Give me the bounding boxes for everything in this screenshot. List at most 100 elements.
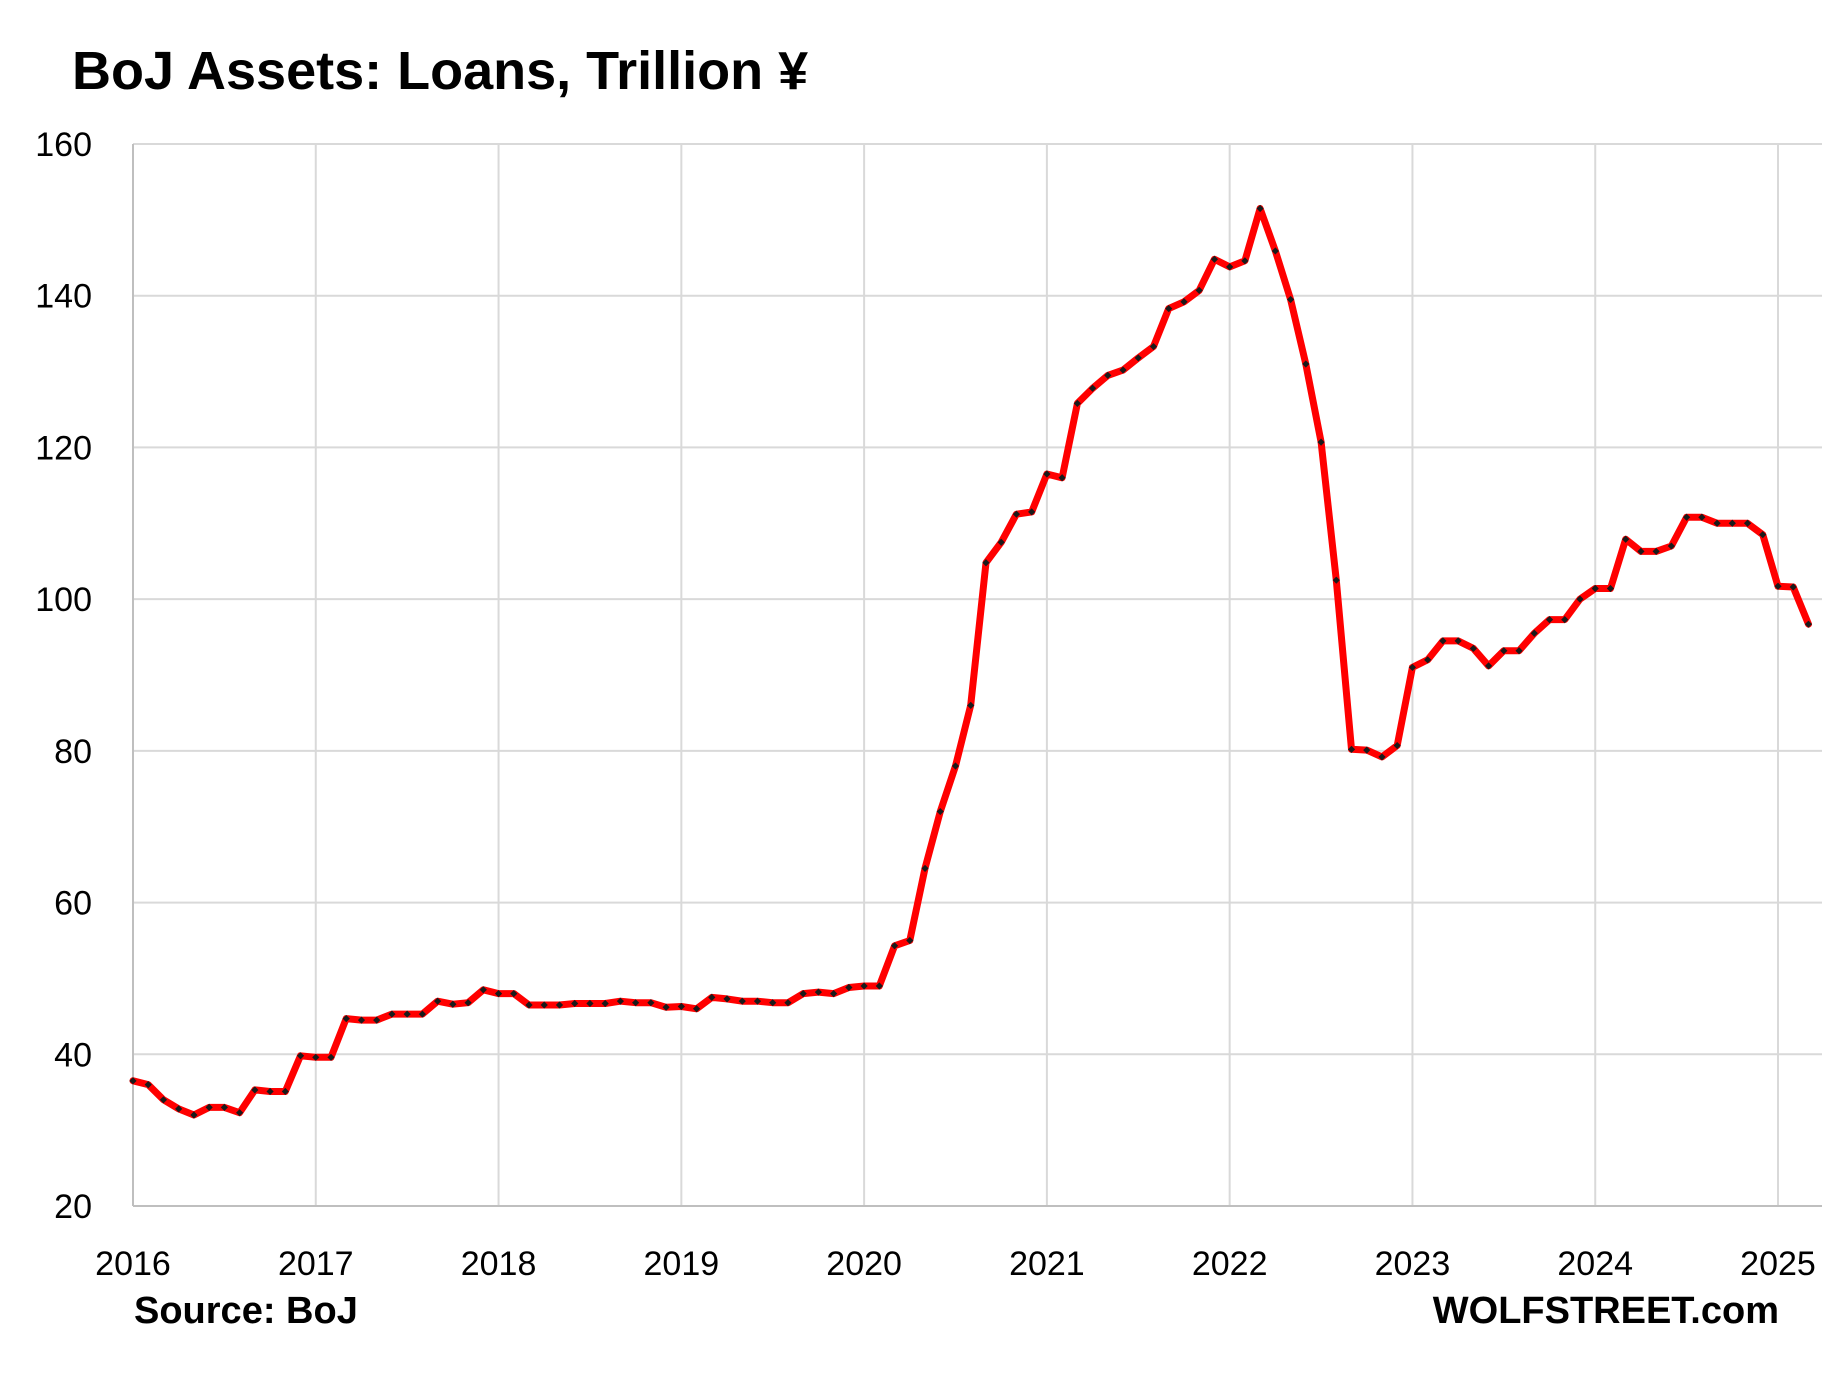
data-point-4 xyxy=(190,1111,198,1119)
data-point-107 xyxy=(1759,531,1767,539)
x-tick-label-2018: 2018 xyxy=(461,1245,537,1283)
data-point-99 xyxy=(1637,547,1645,555)
y-tick-label-80: 80 xyxy=(54,733,92,771)
data-point-103 xyxy=(1698,513,1706,521)
x-tick-label-2017: 2017 xyxy=(278,1245,354,1283)
data-point-74 xyxy=(1256,204,1264,213)
data-point-11 xyxy=(296,1052,305,1060)
y-tick-label-160: 160 xyxy=(35,126,92,164)
data-point-22 xyxy=(464,999,472,1007)
data-point-71 xyxy=(1210,255,1219,263)
data-point-86 xyxy=(1439,637,1447,645)
data-point-56 xyxy=(982,559,990,567)
data-point-46 xyxy=(830,990,838,998)
y-tick-label-140: 140 xyxy=(35,278,92,316)
data-point-68 xyxy=(1165,305,1173,313)
data-point-45 xyxy=(814,988,823,996)
y-tick-label-40: 40 xyxy=(54,1036,92,1074)
y-tick-label-60: 60 xyxy=(54,885,92,923)
x-tick-label-2025: 2025 xyxy=(1740,1245,1816,1283)
data-point-85 xyxy=(1424,656,1432,664)
data-point-29 xyxy=(571,999,579,1008)
data-point-89 xyxy=(1485,662,1493,670)
data-point-97 xyxy=(1606,584,1615,593)
source-note: Source: BoJ xyxy=(134,1290,358,1332)
data-point-53 xyxy=(936,807,944,816)
data-point-25 xyxy=(510,990,518,998)
data-point-36 xyxy=(677,1002,685,1011)
data-point-109 xyxy=(1789,583,1797,591)
data-point-30 xyxy=(586,999,594,1008)
data-point-37 xyxy=(692,1005,701,1013)
data-point-60 xyxy=(1043,470,1051,478)
data-point-14 xyxy=(342,1015,350,1023)
data-point-93 xyxy=(1545,616,1554,624)
x-axis-tick-labels: 2016 2017 2018 2019 2020 2021 2022 2023 2024 2025 xyxy=(95,1245,1816,1283)
data-point-31 xyxy=(601,999,609,1008)
data-point-98 xyxy=(1622,535,1630,543)
x-tick-label-2022: 2022 xyxy=(1192,1245,1268,1283)
data-point-59 xyxy=(1028,508,1036,516)
data-point-16 xyxy=(373,1016,381,1024)
data-point-110 xyxy=(1804,620,1813,628)
data-point-7 xyxy=(236,1109,244,1117)
data-point-40 xyxy=(738,997,746,1005)
data-point-1 xyxy=(144,1081,152,1089)
x-tick-label-2019: 2019 xyxy=(644,1245,720,1283)
y-tick-label-120: 120 xyxy=(35,429,92,467)
data-point-44 xyxy=(799,990,807,998)
data-point-95 xyxy=(1576,595,1584,603)
axes xyxy=(132,144,1822,1207)
data-point-101 xyxy=(1667,542,1675,550)
data-point-87 xyxy=(1454,637,1462,645)
data-point-91 xyxy=(1515,647,1523,655)
data-point-23 xyxy=(479,986,487,994)
data-point-94 xyxy=(1561,616,1569,624)
data-point-65 xyxy=(1119,366,1127,374)
data-point-69 xyxy=(1180,298,1188,306)
data-point-57 xyxy=(997,538,1005,546)
data-point-49 xyxy=(875,982,883,990)
data-point-64 xyxy=(1104,371,1112,379)
chart-title: BoJ Assets: Loans, Trillion ¥ xyxy=(72,41,809,101)
gridlines xyxy=(133,143,1822,1206)
data-point-96 xyxy=(1591,584,1599,593)
data-point-33 xyxy=(632,999,640,1007)
y-tick-label-100: 100 xyxy=(35,581,92,619)
data-point-66 xyxy=(1134,354,1142,362)
data-point-20 xyxy=(434,997,442,1005)
data-point-8 xyxy=(251,1086,259,1094)
data-point-26 xyxy=(525,1001,533,1009)
data-point-34 xyxy=(647,999,655,1007)
data-point-84 xyxy=(1408,663,1417,672)
data-point-78 xyxy=(1317,438,1325,446)
data-point-35 xyxy=(662,1003,670,1011)
data-point-79 xyxy=(1332,576,1340,584)
data-point-63 xyxy=(1088,384,1097,392)
data-point-100 xyxy=(1652,547,1660,555)
data-point-83 xyxy=(1393,741,1401,750)
data-point-82 xyxy=(1378,753,1386,761)
data-point-41 xyxy=(753,997,762,1005)
data-point-108 xyxy=(1774,582,1782,590)
data-point-2 xyxy=(159,1096,168,1104)
data-point-80 xyxy=(1347,745,1356,753)
data-point-5 xyxy=(205,1103,213,1111)
data-point-55 xyxy=(967,701,975,709)
data-point-58 xyxy=(1012,510,1021,518)
data-point-61 xyxy=(1058,474,1066,482)
data-point-38 xyxy=(708,993,716,1001)
data-point-3 xyxy=(175,1105,183,1113)
data-point-10 xyxy=(281,1087,289,1096)
data-point-12 xyxy=(312,1053,320,1061)
data-point-17 xyxy=(388,1010,396,1018)
data-point-67 xyxy=(1149,342,1158,351)
data-point-77 xyxy=(1302,360,1310,368)
y-axis-tick-labels: 20 40 60 80 100 120 140 160 xyxy=(35,126,92,1226)
data-point-92 xyxy=(1530,629,1538,637)
data-point-39 xyxy=(723,995,731,1003)
data-point-9 xyxy=(266,1087,274,1096)
data-point-75 xyxy=(1271,247,1279,255)
data-point-27 xyxy=(540,1001,548,1009)
